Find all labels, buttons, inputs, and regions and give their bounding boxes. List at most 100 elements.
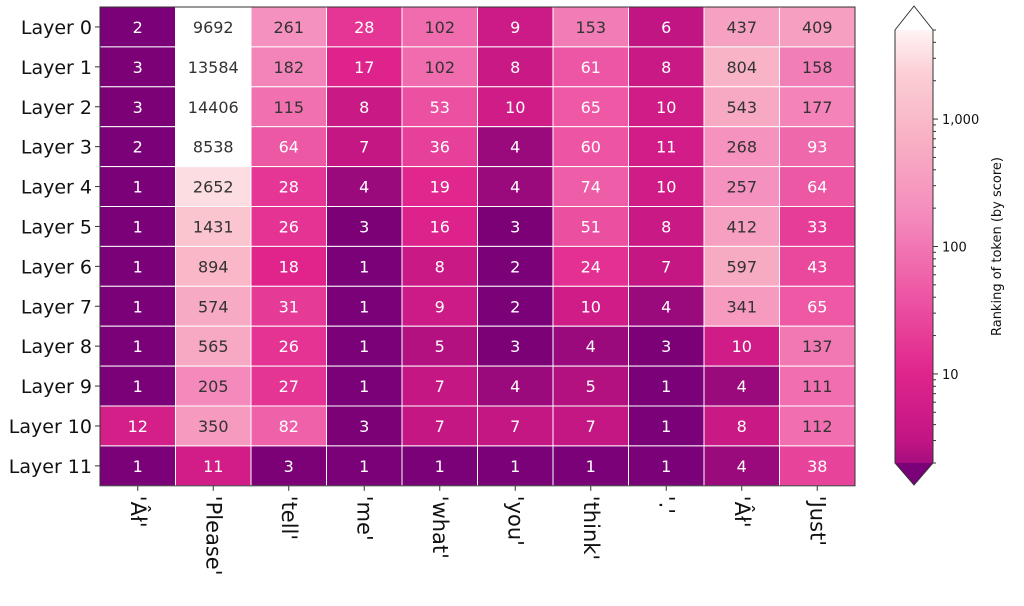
colorbar-label: Ranking of token (by score) [990, 157, 1005, 336]
heatmap-cell-label: 28 [279, 178, 299, 197]
heatmap-cell-label: 10 [732, 337, 752, 356]
heatmap-cell [628, 445, 705, 487]
heatmap-cell [477, 46, 554, 88]
colorbar-tick-label: 10 [942, 368, 959, 383]
heatmap-cell-label: 1 [661, 377, 671, 396]
heatmap-cell-label: 2652 [193, 178, 234, 197]
heatmap-cell [99, 126, 176, 168]
heatmap-cell [477, 245, 554, 287]
x-tick-label: 'Âł' [730, 496, 755, 528]
heatmap-cell [703, 325, 780, 367]
heatmap-cell [401, 206, 478, 247]
heatmap-cell [250, 325, 327, 367]
heatmap-cell-label: 9 [510, 18, 520, 37]
heatmap-cell-label: 18 [279, 257, 299, 276]
heatmap-cell [477, 6, 554, 48]
y-tick-label: Layer 2 [21, 97, 92, 119]
heatmap-cell [250, 166, 327, 208]
heatmap-cell-label: 8 [661, 217, 671, 236]
heatmap-cell-label: 261 [273, 18, 304, 37]
heatmap-cell [477, 445, 554, 487]
heatmap-cell [628, 6, 705, 48]
y-tick-label: Layer 9 [21, 376, 92, 398]
heatmap-cell [703, 46, 780, 88]
heatmap-cell-label: 574 [198, 297, 229, 316]
y-tick-label: Layer 10 [9, 416, 92, 438]
heatmap-cell-label: 8 [737, 417, 747, 436]
heatmap-cell [250, 285, 327, 327]
colorbar: 10 100 1,000 Ranking of token (by score) [894, 5, 1005, 486]
y-tick-label: Layer 7 [21, 296, 92, 318]
heatmap-cell [628, 166, 705, 208]
heatmap-cell [175, 46, 252, 88]
plot-frame [99, 6, 856, 487]
heatmap-cell-label: 1 [359, 297, 369, 316]
heatmap-cell-label: 4 [661, 297, 671, 316]
heatmap-cell-label: 1 [133, 178, 143, 197]
heatmap-cell [628, 46, 705, 88]
heatmap-cell-label: 19 [430, 178, 450, 197]
heatmap-cell [401, 166, 478, 208]
heatmap-cell [99, 86, 176, 128]
heatmap-cell-label: 2 [133, 138, 143, 157]
heatmap-cell [552, 245, 629, 287]
heatmap-cell-label: 3 [284, 457, 294, 476]
heatmap-cell-label: 894 [198, 257, 229, 276]
heatmap-cell-label: 8 [661, 58, 671, 77]
colorbar-tick-label: 1,000 [942, 113, 979, 128]
heatmap-cell [477, 126, 554, 168]
heatmap-cell-label: 597 [726, 257, 757, 276]
heatmap-cell [401, 405, 478, 447]
heatmap-cell [552, 325, 629, 367]
heatmap-cell [703, 285, 780, 327]
heatmap-cell-label: 31 [279, 297, 299, 316]
heatmap-cell [326, 325, 403, 367]
heatmap-cell [477, 166, 554, 208]
colorbar-tick-label: 100 [942, 241, 967, 256]
heatmap-cell-label: 4 [510, 178, 520, 197]
heatmap-cell-label: 112 [802, 417, 833, 436]
heatmap-cell-label: 5 [435, 337, 445, 356]
heatmap-cell-label: 36 [430, 138, 450, 157]
heatmap-cell-label: 10 [656, 98, 676, 117]
heatmap-cell-label: 153 [575, 18, 606, 37]
heatmap-cell [779, 166, 856, 208]
y-tick-label: Layer 3 [21, 137, 92, 159]
heatmap-cell-label: 27 [279, 377, 299, 396]
heatmap-cell-label: 412 [726, 217, 757, 236]
heatmap-cell-label: 257 [726, 178, 757, 197]
heatmap-cell-label: 7 [435, 377, 445, 396]
heatmap-cell [703, 166, 780, 208]
heatmap-cell-label: 5 [586, 377, 596, 396]
heatmap-cell [628, 86, 705, 128]
heatmap-cell-label: 409 [802, 18, 833, 37]
x-tick-label: '.' [654, 496, 678, 514]
heatmap-cell-label: 7 [359, 138, 369, 157]
heatmap-cell [628, 285, 705, 327]
heatmap-cell-label: 64 [279, 138, 299, 157]
heatmap-cell [401, 325, 478, 367]
heatmap-cell-label: 8 [435, 257, 445, 276]
heatmap-cell-label: 1 [133, 297, 143, 316]
heatmap-cell-label: 51 [581, 217, 601, 236]
heatmap-cell-label: 2 [510, 297, 520, 316]
heatmap-cell [703, 365, 780, 407]
heatmap-cell-label: 7 [661, 257, 671, 276]
heatmap-cell [552, 86, 629, 128]
heatmap-cell-label: 53 [430, 98, 450, 117]
heatmap-cell-label: 1 [133, 457, 143, 476]
heatmap-cell-label: 24 [581, 257, 601, 276]
heatmap-cell [703, 206, 780, 247]
heatmap-cell-label: 3 [510, 217, 520, 236]
heatmap-cell [175, 325, 252, 367]
heatmap-cell-label: 1 [661, 417, 671, 436]
heatmap-cell-label: 1 [359, 257, 369, 276]
heatmap-cell [175, 86, 252, 128]
y-tick-label: Layer 5 [21, 216, 92, 238]
heatmap-cell-label: 10 [581, 297, 601, 316]
heatmap-cell-label: 2 [133, 18, 143, 37]
heatmap-cell-label: 4 [737, 457, 747, 476]
heatmap-cell-label: 61 [581, 58, 601, 77]
